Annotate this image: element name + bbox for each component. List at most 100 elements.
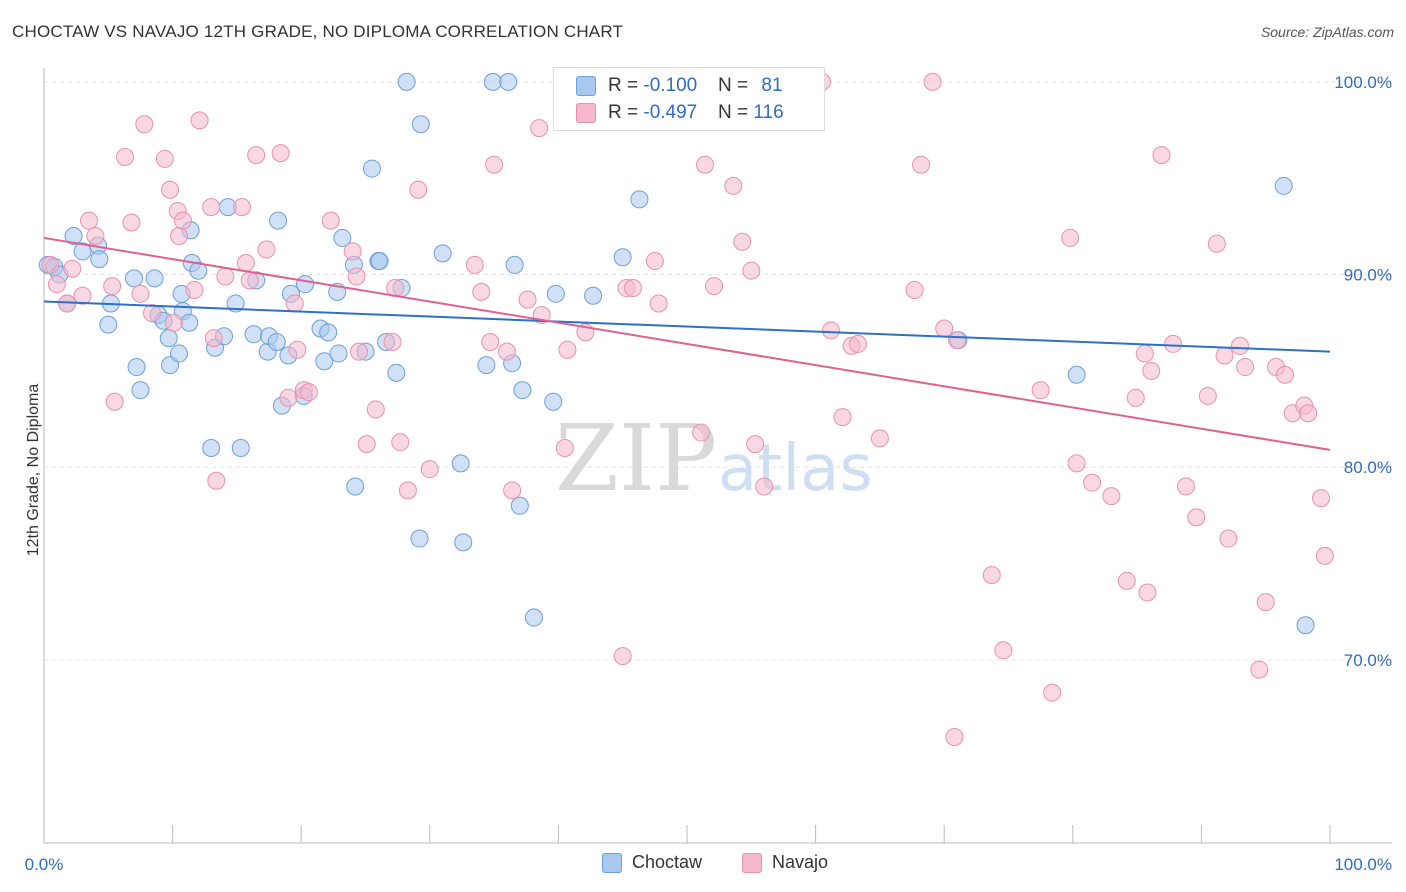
navajo-point [155, 149, 174, 168]
choctaw-point [159, 329, 178, 348]
navajo-point [692, 423, 711, 442]
navajo-point [1207, 234, 1226, 253]
navajo-point [1250, 660, 1269, 679]
navajo-point [905, 280, 924, 299]
choctaw-point [231, 438, 250, 457]
navajo-point [202, 198, 221, 217]
legend-item-choctaw[interactable]: Choctaw [602, 852, 702, 873]
choctaw-point [513, 381, 532, 400]
navajo-point [1176, 477, 1195, 496]
navajo-point [705, 277, 724, 296]
choctaw-point [362, 159, 381, 178]
navajo-point [518, 290, 537, 309]
navajo-point [696, 155, 715, 174]
choctaw-point [477, 356, 496, 375]
navajo-point [288, 340, 307, 359]
choctaw-point [202, 438, 221, 457]
navajo-point [485, 155, 504, 174]
navajo-point [122, 213, 141, 232]
stats-row-choctaw: R = -0.100 N = 81 [576, 74, 783, 98]
navajo-point [1256, 593, 1275, 612]
watermark: ZIP atlas [555, 405, 873, 512]
navajo-point [173, 211, 192, 230]
navajo-point [1152, 146, 1171, 165]
navajo-point [391, 433, 410, 452]
navajo-point [645, 252, 664, 271]
y-tick-label: 90.0% [1344, 266, 1392, 285]
navajo-point [233, 198, 252, 217]
choctaw-point [64, 227, 83, 246]
legend-item-navajo[interactable]: Navajo [742, 852, 828, 873]
choctaw-point [499, 72, 518, 91]
navajo-point [41, 255, 60, 274]
choctaw-point [226, 294, 245, 313]
navajo-point [1142, 361, 1161, 380]
navajo-point [1043, 683, 1062, 702]
legend-label: Choctaw [632, 852, 703, 872]
choctaw-point [315, 352, 334, 371]
series-legend: Choctaw Navajo [0, 852, 1406, 878]
choctaw-point [584, 286, 603, 305]
navajo-point [497, 342, 516, 361]
choctaw-point [189, 261, 208, 280]
navajo-point [1138, 583, 1157, 602]
choctaw-point [510, 496, 529, 515]
navajo-point [170, 227, 189, 246]
y-axis-label: 12th Grade, No Diploma [25, 384, 42, 557]
navajo-point [216, 267, 235, 286]
navajo-point [1187, 508, 1206, 527]
navajo-point [945, 728, 964, 747]
navajo-point [73, 286, 92, 305]
navajo-point [285, 294, 304, 313]
navajo-point [185, 280, 204, 299]
stats-legend: R = -0.100 N = 81 R = -0.497 N = 116 [553, 67, 825, 131]
navajo-point [409, 180, 428, 199]
navajo-point [1102, 487, 1121, 506]
navajo-point [343, 242, 362, 261]
grid-lines [44, 81, 1392, 661]
choctaw-point [127, 358, 146, 377]
choctaw-point [99, 315, 118, 334]
navajo-point [849, 334, 868, 353]
navajo-point [870, 429, 889, 448]
navajo-point [833, 408, 852, 427]
navajo-point [240, 271, 259, 290]
navajo-point [613, 647, 632, 666]
navajo-point [321, 211, 340, 230]
navajo-point [143, 304, 162, 323]
choctaw-point [411, 115, 430, 134]
choctaw-point [454, 533, 473, 552]
choctaw-point [73, 242, 92, 261]
legend-label: Navajo [772, 852, 829, 872]
navajo-point [755, 477, 774, 496]
navajo-point [207, 471, 226, 490]
navajo-point [948, 331, 967, 350]
choctaw-point [180, 313, 199, 332]
navajo-point [383, 332, 402, 351]
navajo-point [733, 232, 752, 251]
navajo-point [47, 275, 66, 294]
choctaw-point [397, 72, 416, 91]
navajo-point [649, 294, 668, 313]
choctaw-point [544, 392, 563, 411]
navajo-point [1230, 336, 1249, 355]
navajo-swatch [576, 103, 596, 123]
navajo-point [555, 438, 574, 457]
navajo-point [746, 435, 765, 454]
r-stat: R = -0.497 [608, 102, 698, 123]
navajo-point [923, 72, 942, 91]
navajo-point [1219, 529, 1238, 548]
navajo-point [271, 144, 290, 163]
navajo-point [558, 340, 577, 359]
navajo-point [1215, 346, 1234, 365]
navajo-point [465, 255, 484, 274]
stats-row-navajo: R = -0.497 N = 116 [576, 101, 784, 125]
choctaw-point [483, 72, 502, 91]
navajo-point [481, 332, 500, 351]
navajo-point [530, 119, 549, 138]
navajo-point [247, 146, 266, 165]
navajo-point [982, 566, 1001, 585]
watermark-zip: ZIP [555, 405, 717, 512]
navajo-point [1126, 388, 1145, 407]
